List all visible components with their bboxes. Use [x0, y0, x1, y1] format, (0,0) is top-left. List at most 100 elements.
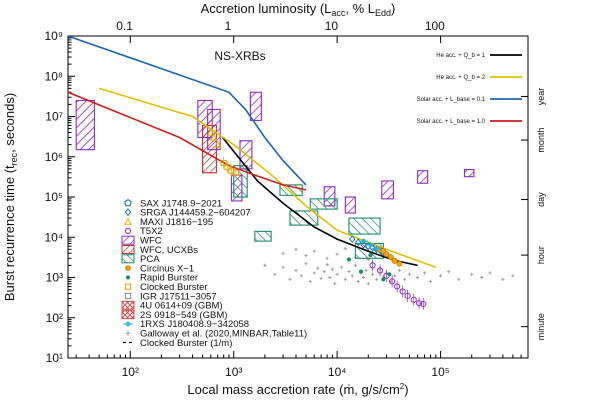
minbar-point	[299, 274, 303, 278]
legend-marker-galloway-et-al-2020-minbar-table11	[125, 330, 131, 336]
minbar-point	[312, 249, 316, 253]
legend-marker-t5x2	[124, 227, 132, 234]
box-pca	[279, 184, 303, 196]
minbar-point	[370, 272, 375, 276]
legend-marker-wfc	[121, 235, 135, 245]
box-pca	[254, 230, 272, 242]
minbar-point	[480, 275, 484, 280]
y-tick-label: 10⁹	[45, 29, 64, 43]
minbar-point	[447, 270, 451, 274]
point-maxi-j1816-195	[206, 128, 215, 136]
minbar-point	[281, 251, 285, 255]
top-tick-label: 100	[425, 19, 445, 33]
point-rapid-burster	[346, 257, 352, 262]
minbar-point	[488, 271, 492, 275]
point-srga-j144459-2-604207	[349, 235, 356, 244]
point-rapid-burster	[358, 269, 364, 274]
minbar-point	[316, 266, 320, 270]
model-solar-acc-l-base-1-0	[68, 91, 307, 191]
minbar-point	[263, 263, 267, 267]
minbar-point	[364, 268, 368, 273]
point-circinus-x-1	[396, 260, 403, 267]
right-tick-label: hour	[536, 246, 546, 264]
legend-marker-pca	[121, 254, 135, 264]
point-maxi-j1816-195	[209, 133, 218, 141]
legend-marker-sax-j1748-9-2021	[124, 198, 132, 207]
minbar-point	[350, 274, 354, 278]
minbar-point	[333, 282, 337, 286]
legend-obs-label: WFC	[140, 236, 162, 247]
point-t5x2	[376, 267, 384, 274]
y-tick-label: 10⁶	[45, 150, 63, 164]
legend-obs-label: Clocked Burster (1/ṁ)	[140, 338, 232, 349]
box-pca	[233, 165, 248, 198]
minbar-point	[470, 272, 474, 276]
minbar-point	[356, 279, 360, 284]
axis-ticks: 10² 10³ 10⁴ 10⁵ 10¹ 10² 10³ 10⁴ 10⁵ 10⁶ 10⁷ 10⁸ 10⁹ 0…	[44, 19, 546, 379]
legend-obs-label: WFC, UCXBs	[140, 245, 198, 256]
model-solar-acc-l-base-0-1	[68, 36, 307, 186]
point-t5x2	[420, 300, 427, 308]
box-pca	[289, 210, 319, 226]
point-t5x2	[394, 283, 401, 290]
legend-obs-label: T5X2	[140, 226, 163, 237]
minbar-points	[263, 247, 515, 286]
minbar-point	[343, 247, 347, 251]
minbar-point	[438, 274, 443, 278]
plot-frame	[67, 35, 529, 359]
top-axis-title: Accretion luminosity (Lacc, % LEdd)	[201, 1, 396, 18]
box-wfc-ucxbs	[202, 124, 217, 174]
point-circinus-x-1	[391, 257, 398, 264]
right-tick-label: month	[536, 128, 546, 153]
minbar-point	[304, 262, 308, 266]
box-pca	[309, 198, 338, 210]
model-he-acc-q-b-1	[221, 137, 418, 267]
model-curves	[68, 36, 437, 268]
point-clocked-burster	[220, 159, 227, 167]
x-tick-label: 10⁴	[328, 365, 347, 379]
y-tick-label: 10³	[46, 271, 63, 285]
legend-obs-label: IGR J17511−3057	[140, 291, 217, 302]
minbar-point	[361, 275, 366, 280]
legend-marker-2s-0918-549-gbm	[121, 310, 135, 320]
model-he-acc-q-b-2	[98, 87, 437, 268]
minbar-point	[501, 277, 505, 281]
minbar-point	[403, 277, 407, 281]
minbar-point	[335, 272, 339, 276]
minbar-point	[322, 270, 326, 274]
minbar-point	[366, 282, 370, 286]
y-tick-label: 10⁷	[45, 110, 63, 124]
top-tick-label: 1	[225, 19, 232, 33]
top-tick-label: 10	[325, 19, 339, 33]
minbar-point	[339, 265, 344, 269]
minbar-point	[397, 268, 402, 273]
legend-marker-4u-0614-09-gbm	[121, 300, 135, 310]
minbar-point	[343, 277, 347, 281]
legend-obs-label: PCA	[140, 254, 160, 265]
point-circinus-x-1	[387, 254, 394, 261]
right-tick-label: minute	[536, 313, 546, 340]
legend-obs-label: MAXI J1816−195	[140, 217, 213, 228]
point-1rxs-j180408-9-342058-ring	[374, 246, 379, 251]
point-1rxs-j180408-9-342058-ring	[368, 242, 373, 248]
legend-marker-circinus-x-1	[125, 265, 131, 271]
legend-marker-maxi-j1816-195	[124, 217, 132, 225]
legend-models: He acc. + Q_b = 1 He acc. + Q_b = 2 Solar …	[417, 53, 522, 125]
legend-obs-label: 2S 0918−549 (GBM)	[140, 310, 227, 321]
y-tick-label: 10⁴	[44, 230, 63, 244]
point-clocked-burster	[232, 169, 240, 176]
minbar-point	[374, 277, 379, 281]
minbar-point	[312, 271, 316, 275]
y-axis-label: Burst recurrence time (trec, seconds)	[2, 93, 19, 301]
box-wfc	[417, 170, 429, 184]
y-tick-label: 10⁵	[45, 190, 63, 204]
plot-title: NS-XRBs	[214, 49, 265, 63]
legend-model-label: Solar acc. + L_base = 0.1	[417, 97, 486, 103]
legend-obs-label: Galloway et al. (2020,MINBAR,Table11)	[140, 329, 307, 340]
legend-marker-clocked-burster	[124, 283, 132, 290]
box-wfc	[249, 91, 262, 121]
box-wfc	[463, 169, 475, 178]
point-rapid-burster	[381, 277, 386, 282]
right-tick-label: day	[536, 192, 546, 207]
